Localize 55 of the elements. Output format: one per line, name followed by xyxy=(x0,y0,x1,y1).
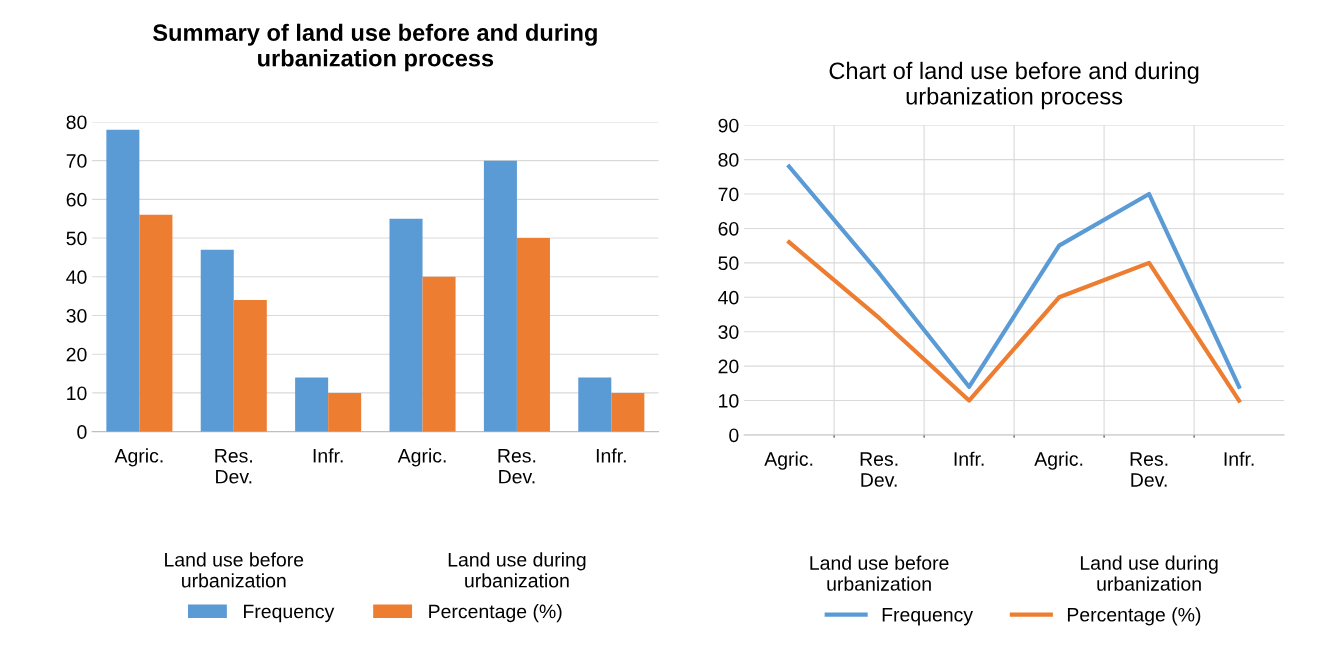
bar xyxy=(578,377,612,432)
x-tick-label: Agric. xyxy=(764,451,813,470)
chart-title: Chart of land use before and during urbanization process xyxy=(829,61,1199,110)
text: Land use before urbanization xyxy=(165,552,304,588)
x-tick-label: Res. Dev. xyxy=(215,449,252,484)
legend-label: Frequency xyxy=(882,608,973,626)
x-tick-label: Infr. xyxy=(596,448,626,463)
bar xyxy=(516,238,550,432)
bar xyxy=(295,377,329,432)
y-tick-label: 80 xyxy=(66,115,87,130)
bar xyxy=(139,214,173,432)
y-tick-label: 40 xyxy=(718,290,739,305)
y-tick-label: 70 xyxy=(66,154,87,168)
line-series xyxy=(787,240,1242,403)
y-tick-label: 20 xyxy=(66,347,87,362)
y-tick-label: 90 xyxy=(718,118,739,133)
text: Land use during urbanization xyxy=(448,552,586,588)
x-tick-label: Agric. xyxy=(397,448,446,467)
x-tick-label: Agric. xyxy=(114,448,163,467)
y-tick-label: 30 xyxy=(66,308,87,323)
y-tick-label: 0 xyxy=(77,425,87,439)
bar xyxy=(328,392,362,432)
x-tick-label: Infr. xyxy=(313,448,343,463)
y-tick-label: 60 xyxy=(66,192,87,207)
text: Land use during urbanization xyxy=(1080,555,1218,591)
x-tick-label: Res. Dev. xyxy=(1130,452,1168,487)
legend-label: Percentage (%) xyxy=(1067,607,1201,626)
legend-label: Frequency xyxy=(244,604,335,623)
x-tick-label: Res. Dev. xyxy=(860,452,898,487)
y-tick-label: 20 xyxy=(718,359,739,374)
x-tick-label: Infr. xyxy=(954,451,984,466)
y-tick-label: 30 xyxy=(718,325,739,339)
y-tick-label: 60 xyxy=(718,221,739,236)
bar xyxy=(611,392,645,432)
legend-label: Percentage (%) xyxy=(429,604,562,623)
bar xyxy=(200,249,234,432)
text: Land use before urbanization xyxy=(810,555,949,591)
y-tick-label: 40 xyxy=(66,270,87,285)
bar xyxy=(106,129,140,432)
x-tick-label: Res. Dev. xyxy=(498,449,536,484)
y-tick-label: 50 xyxy=(718,256,739,271)
line-series xyxy=(787,164,1242,389)
bar xyxy=(422,276,456,432)
y-tick-label: 80 xyxy=(718,153,739,167)
y-tick-label: 50 xyxy=(66,231,87,246)
x-tick-label: Infr. xyxy=(1224,451,1254,466)
bar xyxy=(483,160,517,432)
chart-title: Summary of land use before and during urbanization process xyxy=(153,23,597,72)
bar xyxy=(233,300,267,432)
y-tick-label: 10 xyxy=(719,393,739,408)
x-tick-label: Agric. xyxy=(1034,451,1083,470)
y-tick-label: 70 xyxy=(718,187,739,202)
y-tick-label: 10 xyxy=(67,386,87,401)
y-tick-label: 0 xyxy=(729,428,739,443)
bar xyxy=(389,218,423,432)
